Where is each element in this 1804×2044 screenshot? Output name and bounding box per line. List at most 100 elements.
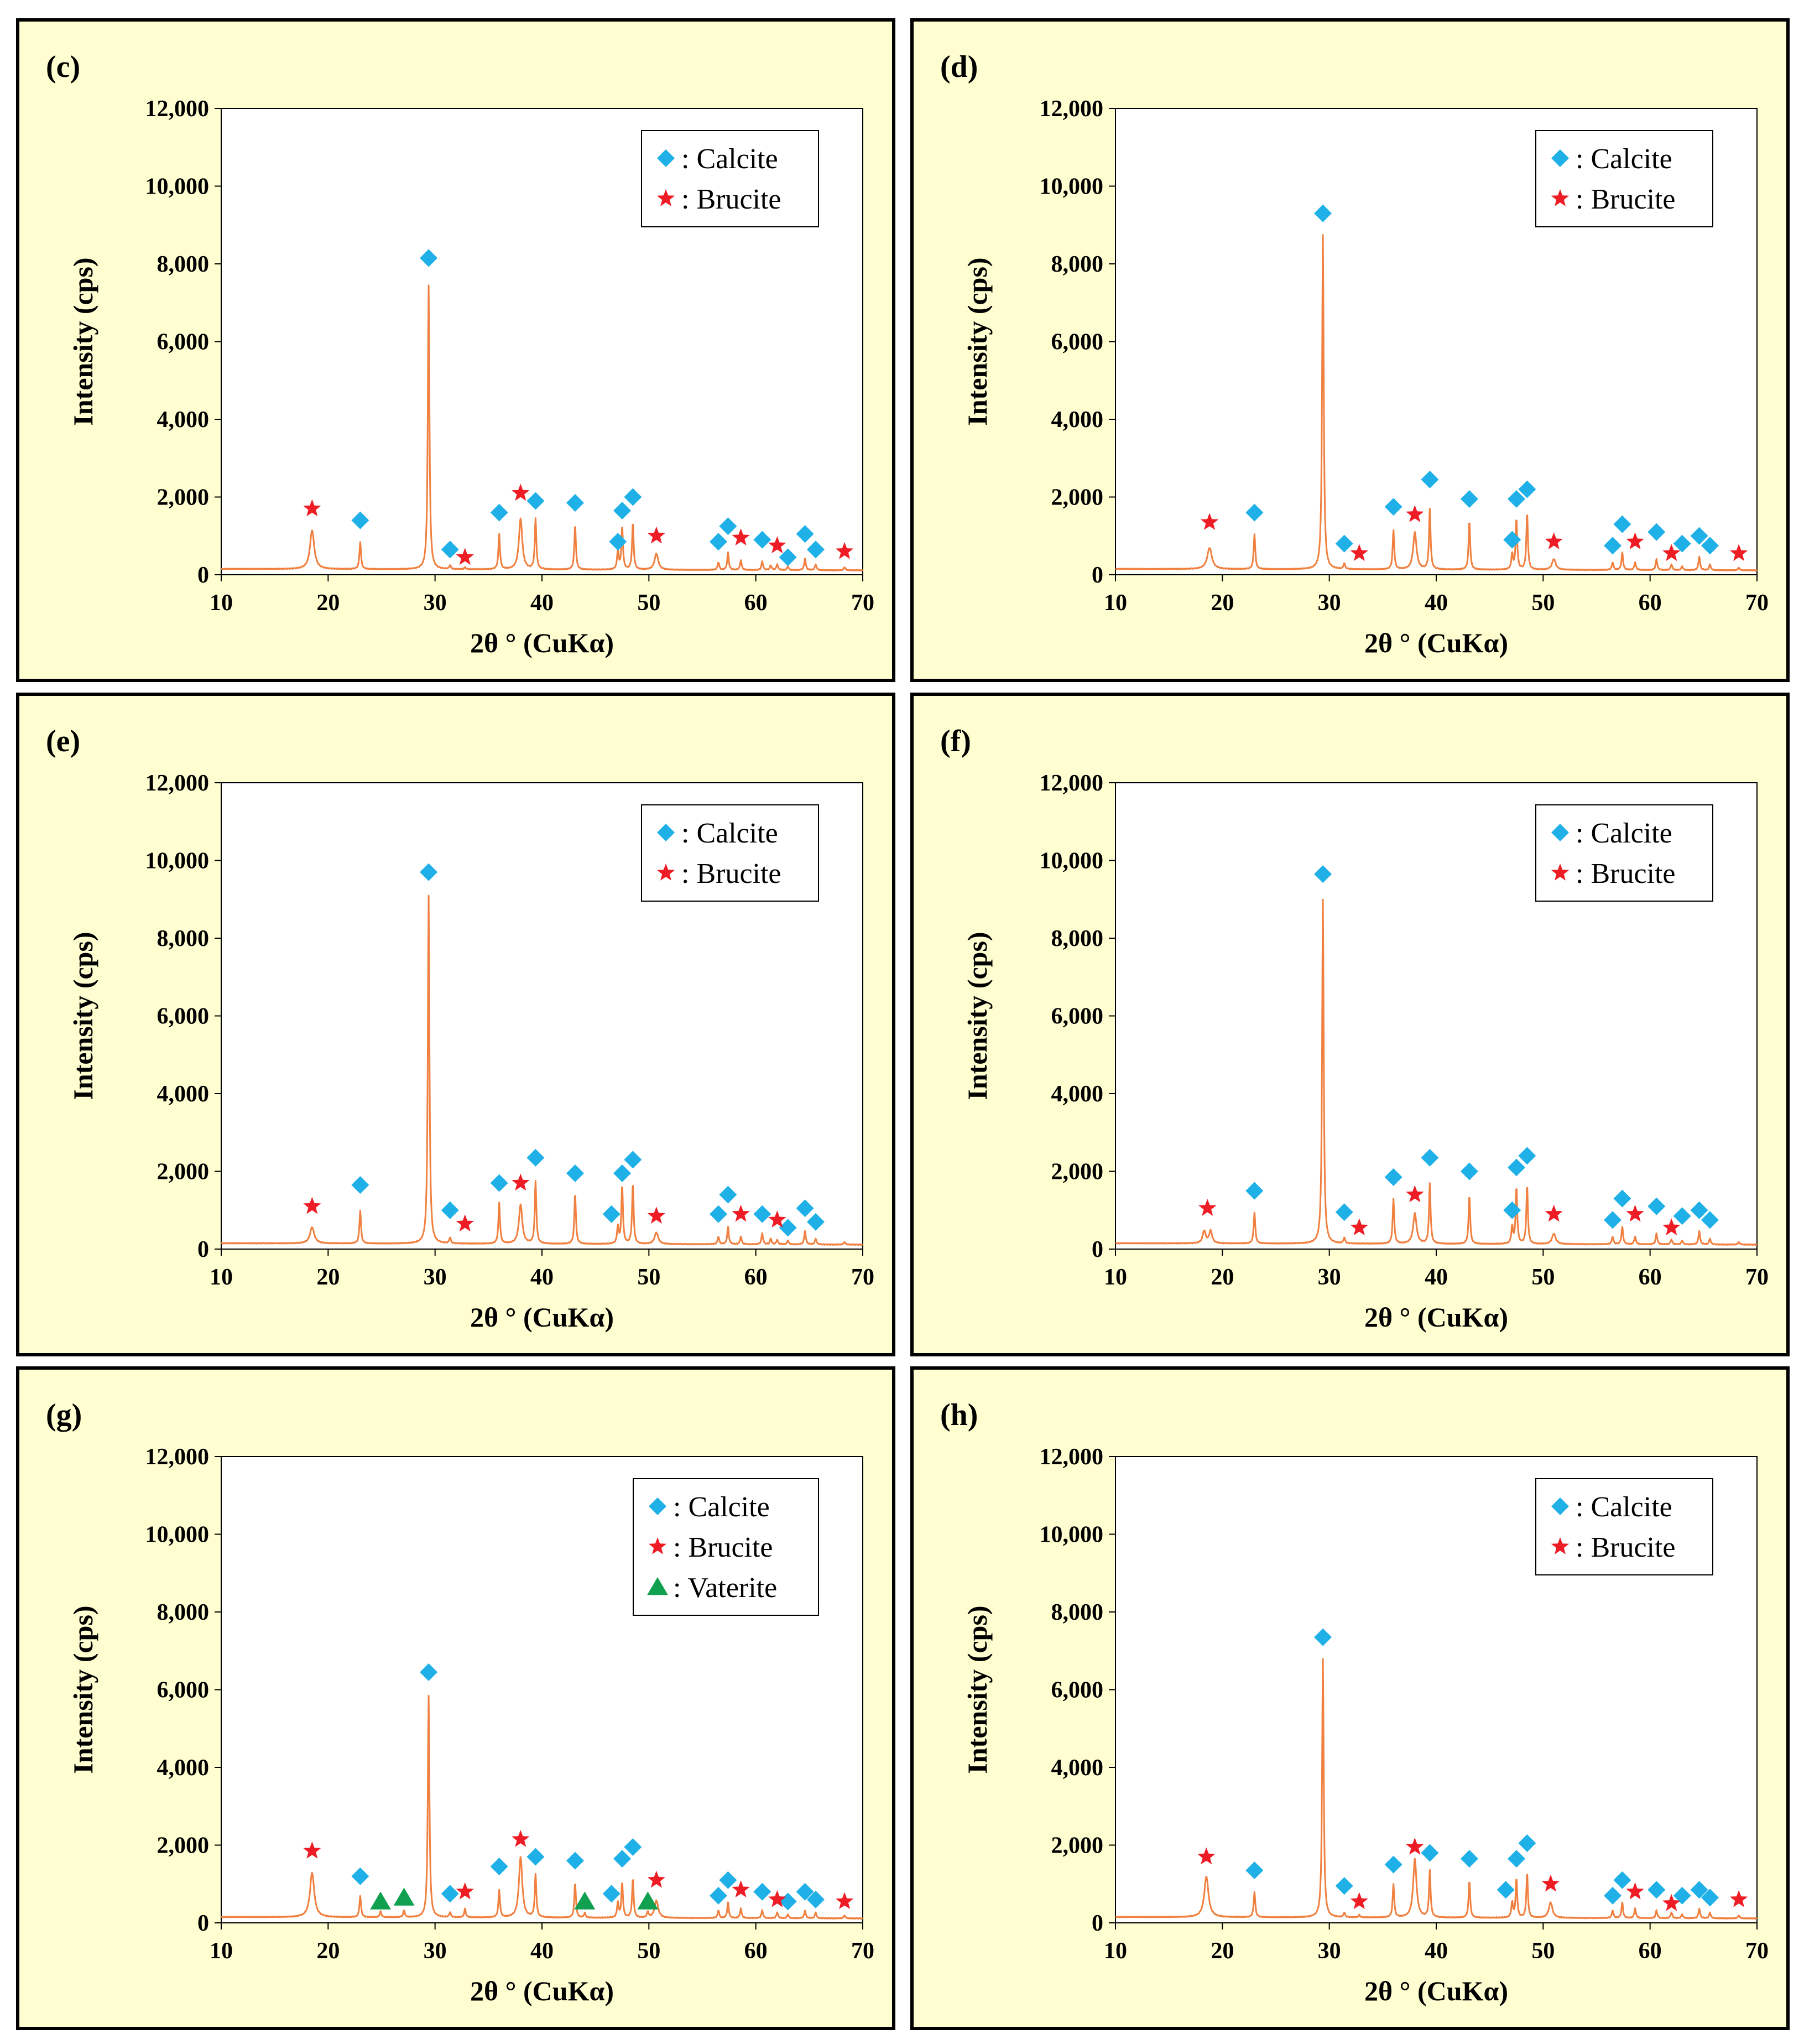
y-tick-label: 0	[197, 1911, 209, 1936]
x-axis-title: 2θ ° (CuKα)	[470, 627, 614, 658]
legend-label-brucite: : Brucite	[1576, 858, 1676, 890]
brucite-marker	[303, 1197, 321, 1214]
brucite-marker	[1541, 1874, 1560, 1892]
calcite-marker	[1335, 1877, 1353, 1895]
legend-label-calcite: : Calcite	[681, 143, 778, 175]
brucite-marker	[647, 526, 665, 544]
y-tick-label: 4,000	[157, 407, 210, 433]
calcite-marker	[624, 1151, 642, 1169]
xrd-chart-h: (h) 0 2,000 4,000 6,000 8,000 10,000 12,000 10 20…	[940, 1398, 1769, 2006]
calcite-marker	[719, 1185, 737, 1204]
y-tick-label: 6,000	[1051, 1004, 1104, 1029]
brucite-marker	[303, 499, 321, 517]
calcite-marker	[1335, 1203, 1353, 1221]
calcite-marker	[1245, 503, 1264, 522]
x-tick-label: 70	[1745, 1265, 1769, 1290]
calcite-marker	[602, 1205, 621, 1223]
panel-label: (f)	[940, 724, 971, 758]
brucite-marker	[1626, 532, 1644, 549]
x-tick-label: 20	[1211, 1265, 1234, 1290]
legend-label-calcite: : Calcite	[1576, 143, 1672, 175]
y-tick-label: 8,000	[157, 252, 210, 277]
y-tick-label: 2,000	[1051, 1159, 1104, 1185]
brucite-marker	[647, 1206, 665, 1224]
calcite-marker	[1673, 534, 1691, 553]
y-tick-label: 6,000	[157, 1678, 210, 1703]
x-tick-label: 60	[744, 590, 768, 616]
brucite-marker	[1350, 1218, 1368, 1236]
x-tick-label: 50	[1531, 1265, 1555, 1290]
calcite-marker	[1245, 1861, 1264, 1880]
legend-calcite-icon	[1551, 149, 1569, 167]
calcite-marker	[420, 249, 438, 267]
brucite-marker	[836, 1892, 854, 1910]
y-tick-label: 10,000	[145, 849, 210, 874]
y-axis-title: Intensity (cps)	[67, 257, 98, 425]
xrd-panel-h: (h) 0 2,000 4,000 6,000 8,000 10,000 12,000 10 20…	[910, 1366, 1790, 2030]
calcite-marker	[441, 540, 459, 559]
calcite-marker	[1673, 1886, 1691, 1905]
x-tick-label: 30	[1318, 590, 1341, 616]
y-tick-label: 2,000	[1051, 1833, 1104, 1859]
calcite-marker	[753, 1882, 771, 1901]
brucite-marker	[732, 1204, 750, 1222]
y-tick-label: 10,000	[1040, 174, 1104, 200]
legend-box	[641, 804, 819, 902]
y-tick-label: 10,000	[1040, 1522, 1104, 1548]
xrd-chart-d: (d) 0 2,000 4,000 6,000 8,000 10,000 12,000 10 20…	[940, 50, 1769, 658]
calcite-marker	[1384, 1168, 1402, 1187]
legend-label-calcite: : Calcite	[1576, 1491, 1672, 1523]
y-tick-label: 12,000	[1040, 1444, 1104, 1470]
y-tick-label: 8,000	[157, 1600, 210, 1625]
calcite-marker	[1384, 498, 1402, 516]
xrd-pattern-line	[221, 1694, 863, 1920]
calcite-marker	[490, 503, 508, 522]
x-tick-label: 10	[210, 590, 233, 616]
calcite-marker	[796, 1882, 814, 1901]
calcite-marker	[1613, 1871, 1631, 1889]
legend-label-brucite: : Brucite	[681, 858, 781, 890]
vaterite-marker	[393, 1887, 415, 1906]
legend-brucite-icon	[1551, 864, 1570, 881]
legend-calcite-icon	[1551, 824, 1569, 841]
calcite-marker	[806, 1213, 825, 1231]
calcite-marker	[1604, 1886, 1621, 1905]
calcite-marker	[1647, 523, 1666, 541]
xrd-panel-c: (c) 0 2,000 4,000 6,000 8,000 10,000 12,000 10 20…	[16, 18, 895, 682]
x-tick-label: 60	[744, 1265, 768, 1290]
panel-label: (h)	[940, 1398, 978, 1432]
y-tick-label: 12,000	[1040, 771, 1104, 796]
calcite-marker	[1701, 537, 1719, 555]
y-tick-label: 8,000	[157, 926, 210, 951]
calcite-marker	[1701, 1211, 1719, 1229]
brucite-marker	[836, 542, 854, 559]
xrd-chart-g: (g) 0 2,000 4,000 6,000 8,000 10,000 12,000 10 20…	[46, 1398, 874, 2006]
x-tick-label: 60	[1639, 590, 1662, 616]
legend-brucite-icon	[656, 864, 675, 881]
calcite-marker	[1508, 1850, 1525, 1868]
calcite-marker	[1508, 1158, 1525, 1177]
brucite-marker	[1350, 1892, 1368, 1910]
calcite-marker	[806, 540, 825, 559]
x-tick-label: 50	[1531, 1938, 1555, 1964]
y-tick-label: 6,000	[157, 330, 210, 355]
legend-brucite-icon	[1551, 189, 1570, 206]
y-tick-label: 0	[1092, 1911, 1103, 1936]
legend-label-brucite: : Brucite	[1576, 1532, 1676, 1563]
brucite-marker	[1350, 544, 1368, 561]
x-tick-label: 40	[530, 1938, 554, 1964]
calcite-marker	[566, 494, 584, 512]
y-tick-label: 2,000	[157, 485, 210, 511]
calcite-marker	[1460, 1162, 1478, 1180]
y-tick-label: 2,000	[1051, 485, 1104, 511]
y-tick-label: 12,000	[145, 1444, 210, 1470]
legend-vaterite-icon	[647, 1577, 668, 1595]
x-tick-label: 30	[1318, 1938, 1341, 1964]
panel-label: (g)	[46, 1398, 82, 1432]
x-tick-label: 70	[851, 1265, 874, 1290]
brucite-marker	[512, 1173, 530, 1191]
brucite-marker	[456, 548, 474, 565]
y-tick-label: 6,000	[1051, 1678, 1104, 1703]
panel-label: (c)	[46, 50, 80, 84]
calcite-marker	[719, 517, 737, 535]
